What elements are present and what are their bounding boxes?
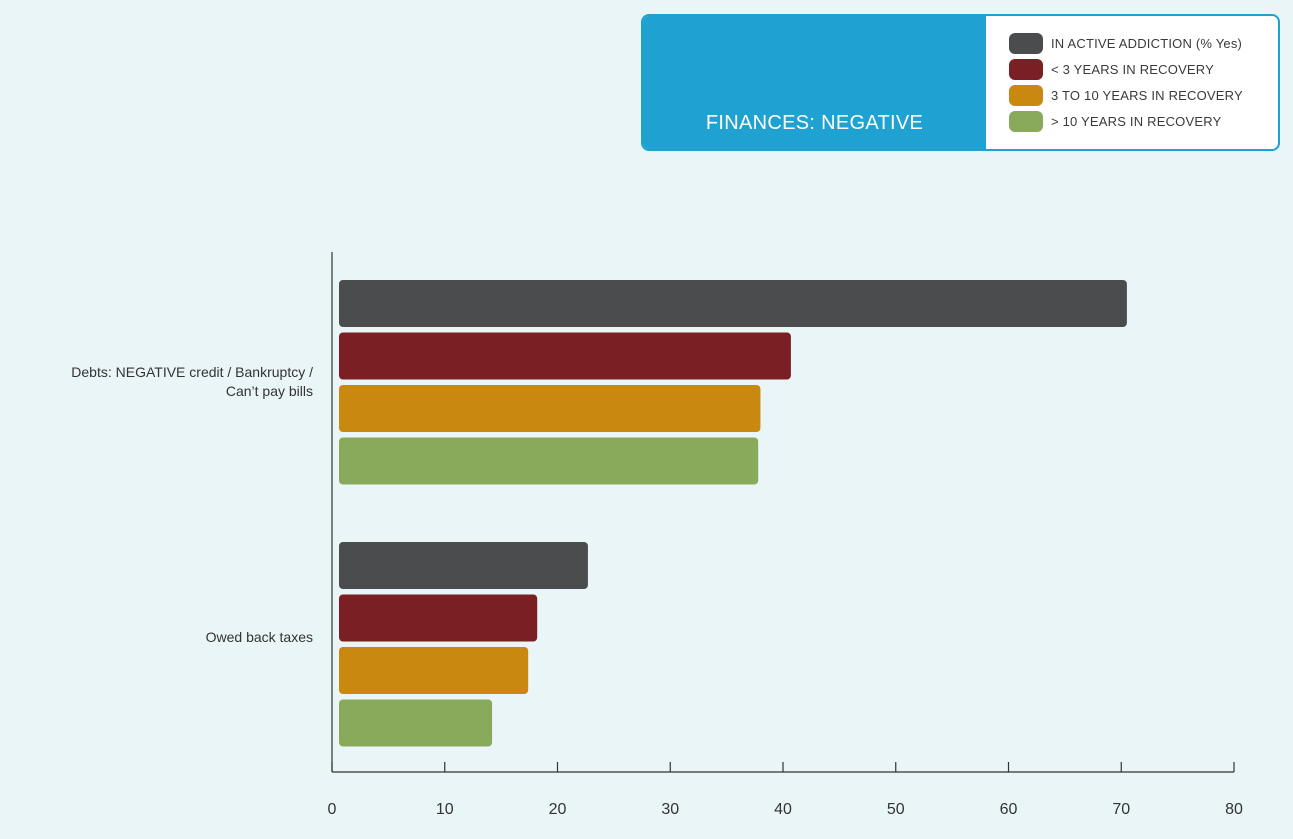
legend: FINANCES: NEGATIVE IN ACTIVE ADDICTION (… bbox=[641, 14, 1280, 151]
legend-swatch bbox=[1009, 58, 1043, 80]
chart-title: FINANCES: NEGATIVE bbox=[705, 112, 924, 134]
bar-back-taxes-series-1 bbox=[339, 594, 538, 642]
bar-back-taxes-series-3 bbox=[339, 699, 493, 747]
category-label-debts: Debts: NEGATIVE credit / Bankruptcy / Ca… bbox=[71, 364, 313, 399]
legend-item-over-10-years: > 10 YEARS IN RECOVERY bbox=[1009, 108, 1243, 134]
x-tick-label: 20 bbox=[549, 801, 567, 818]
x-tick-label: 60 bbox=[1000, 801, 1018, 818]
x-tick-label: 80 bbox=[1225, 801, 1243, 818]
x-tick-label: 30 bbox=[661, 801, 679, 818]
bar-back-taxes-series-2 bbox=[339, 647, 529, 694]
legend-item-3-to-10-years: 3 TO 10 YEARS IN RECOVERY bbox=[1009, 82, 1243, 108]
category-label-back-taxes: Owed back taxes bbox=[205, 629, 313, 645]
bar-debts-series-1 bbox=[339, 332, 791, 380]
legend-label: < 3 YEARS IN RECOVERY bbox=[1051, 61, 1215, 77]
bar-debts-series-2 bbox=[339, 385, 761, 432]
legend-swatch bbox=[1009, 110, 1043, 132]
x-tick-label: 40 bbox=[774, 801, 792, 818]
x-tick-label: 10 bbox=[436, 801, 454, 818]
legend-label: 3 TO 10 YEARS IN RECOVERY bbox=[1051, 87, 1243, 103]
legend-swatch bbox=[1009, 32, 1043, 54]
legend-label: IN ACTIVE ADDICTION (% Yes) bbox=[1051, 35, 1243, 51]
bar-debts-series-3 bbox=[339, 437, 759, 485]
x-tick-label: 50 bbox=[887, 801, 905, 818]
bar-debts-series-0 bbox=[339, 280, 1127, 327]
legend-swatch bbox=[1009, 84, 1043, 106]
legend-item-active-addiction: IN ACTIVE ADDICTION (% Yes) bbox=[1009, 30, 1243, 56]
x-tick-label: 0 bbox=[328, 801, 337, 818]
x-tick-label: 70 bbox=[1112, 801, 1130, 818]
legend-label: > 10 YEARS IN RECOVERY bbox=[1051, 113, 1222, 129]
legend-title-box: FINANCES: NEGATIVE bbox=[643, 16, 986, 149]
bar-back-taxes-series-0 bbox=[339, 542, 588, 589]
legend-items: IN ACTIVE ADDICTION (% Yes) < 3 YEARS IN… bbox=[1009, 30, 1243, 134]
legend-item-under-3-years: < 3 YEARS IN RECOVERY bbox=[1009, 56, 1243, 82]
